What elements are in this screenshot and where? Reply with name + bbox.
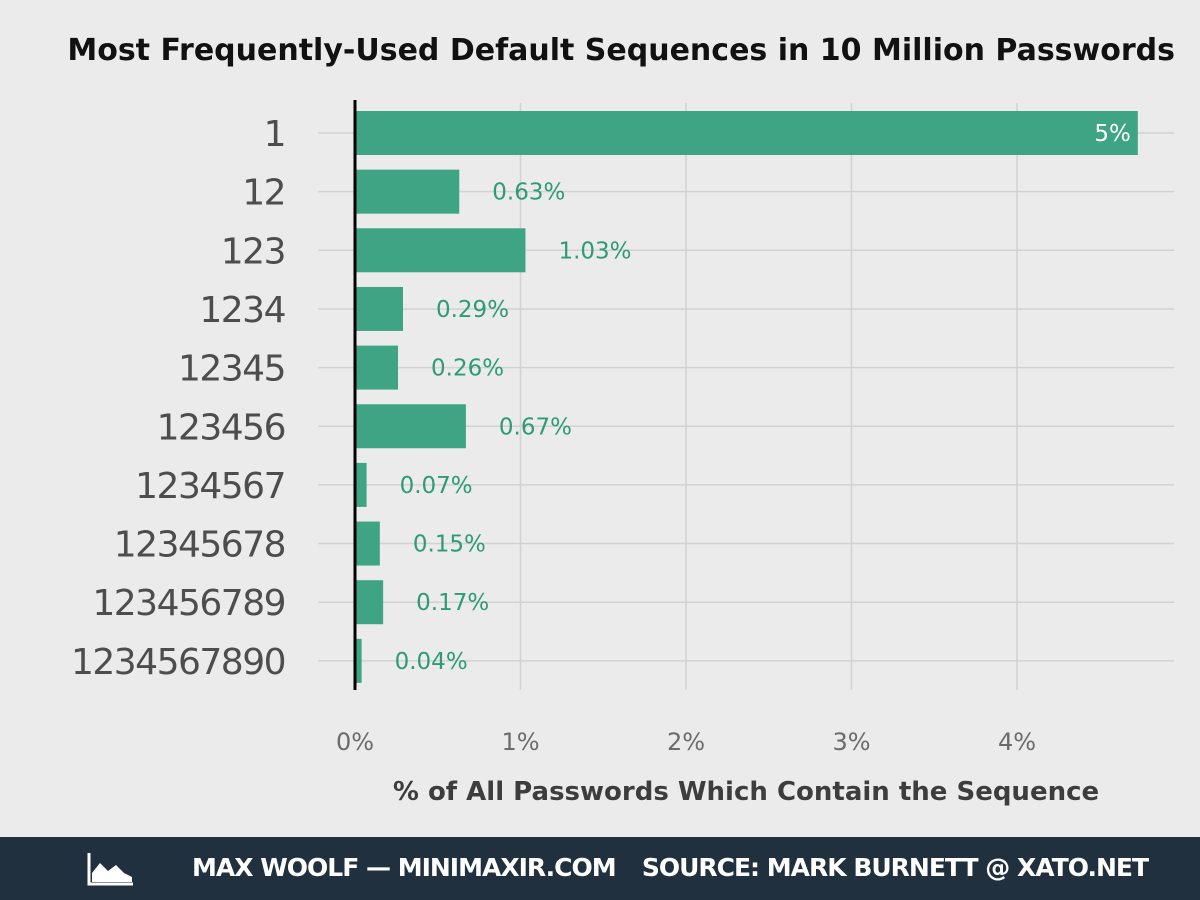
category-label: 123 (221, 231, 285, 272)
value-label: 0.17% (416, 590, 489, 616)
footer-source: SOURCE: MARK BURNETT @ XATO.NET (641, 853, 1149, 882)
footer-bar: MAX WOOLF — MINIMAXIR.COM SOURCE: MARK B… (0, 837, 1200, 900)
chart-title: Most Frequently-Used Default Sequences i… (67, 33, 1175, 68)
value-label: 0.07% (400, 473, 473, 499)
x-axis-label: % of All Passwords Which Contain the Seq… (393, 777, 1099, 807)
category-label: 1234 (199, 290, 285, 331)
x-tick-label: 1% (501, 728, 539, 756)
value-label: 0.67% (499, 414, 572, 440)
value-label: 5% (1094, 121, 1131, 147)
x-tick-label: 3% (832, 728, 870, 756)
category-label: 123456 (157, 407, 285, 448)
x-tick-label: 4% (998, 728, 1036, 756)
value-label: 0.29% (436, 297, 509, 323)
value-labels: 5% 0.63% 1.03% 0.29% 0.26% 0.67% 0.07% 0.15% 0.1… (395, 121, 1131, 675)
value-label: 0.04% (395, 649, 468, 675)
bar-1 (355, 111, 1138, 155)
category-label: 12 (242, 173, 285, 214)
category-label: 123456789 (92, 583, 285, 624)
value-label: 0.26% (431, 356, 504, 382)
x-tick-label: 0% (336, 728, 374, 756)
bar-1234 (355, 286, 403, 331)
category-label: 1 (264, 114, 285, 155)
bar-123 (355, 228, 526, 273)
bar-12345678 (355, 521, 380, 566)
bar-1234567890 (355, 638, 362, 683)
category-labels: 1 12 123 1234 12345 123456 1234567 12345678 1234… (71, 114, 287, 683)
area-chart-icon (87, 853, 133, 886)
bar-123456 (355, 404, 466, 449)
category-label: 1234567890 (71, 642, 285, 683)
x-tick-label: 2% (667, 728, 705, 756)
bar-123456789 (355, 580, 384, 625)
x-tick-labels: 0% 1% 2% 3% 4% (336, 728, 1036, 756)
bar-1234567 (355, 462, 367, 507)
bars (355, 111, 1138, 683)
category-label: 12345678 (114, 525, 285, 566)
category-label: 12345 (178, 349, 285, 390)
category-label: 1234567 (135, 466, 285, 507)
bar-chart: Most Frequently-Used Default Sequences i… (67, 33, 1175, 807)
value-label: 1.03% (558, 238, 631, 264)
bar-12345 (355, 345, 399, 390)
value-label: 0.15% (413, 532, 486, 558)
bar-12 (355, 169, 460, 214)
value-label: 0.63% (492, 180, 565, 206)
footer-author: MAX WOOLF — MINIMAXIR.COM (192, 853, 617, 882)
